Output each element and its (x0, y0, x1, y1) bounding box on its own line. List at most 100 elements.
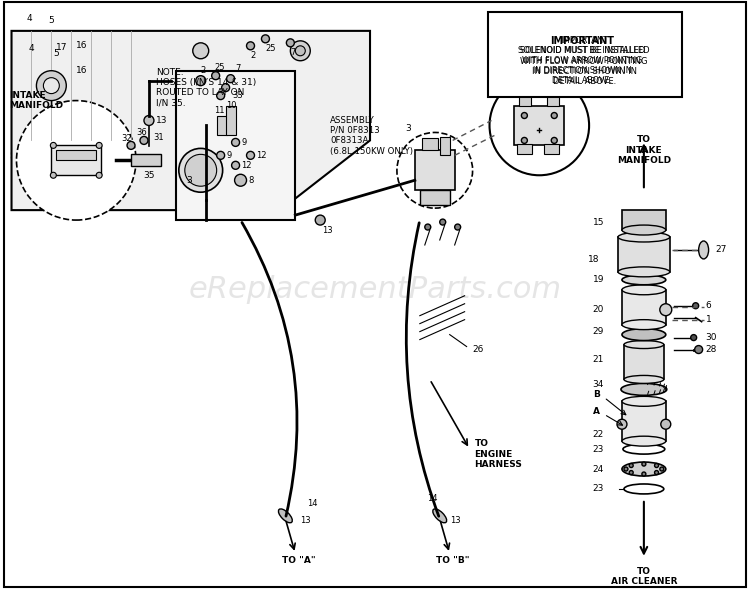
Text: 9: 9 (226, 151, 232, 160)
Text: 16: 16 (76, 41, 87, 50)
Bar (622, 401, 666, 441)
Text: 24: 24 (592, 465, 604, 473)
Circle shape (96, 173, 102, 178)
Bar (51, 145, 101, 176)
Circle shape (296, 46, 305, 56)
Text: 5: 5 (49, 17, 54, 25)
Text: 7: 7 (290, 48, 296, 57)
Text: TO
AIR CLEANER: TO AIR CLEANER (610, 567, 677, 586)
Text: 2: 2 (201, 66, 206, 75)
Text: SOLENOID MUST BE INSTALLED: SOLENOID MUST BE INSTALLED (520, 46, 645, 55)
Ellipse shape (622, 397, 666, 406)
Circle shape (660, 467, 664, 471)
Ellipse shape (699, 241, 709, 259)
Circle shape (521, 138, 527, 144)
Bar (544, 144, 560, 154)
Circle shape (222, 84, 230, 92)
Text: WITH FLOW ARROW POINTING: WITH FLOW ARROW POINTING (522, 56, 642, 65)
Text: 13: 13 (450, 517, 460, 525)
Text: 23: 23 (592, 485, 604, 493)
Ellipse shape (618, 232, 670, 242)
Text: 33: 33 (232, 91, 243, 100)
Circle shape (617, 419, 627, 429)
Circle shape (232, 138, 239, 147)
Circle shape (624, 467, 628, 471)
Text: 25: 25 (266, 44, 276, 53)
Circle shape (315, 215, 326, 225)
Text: 14: 14 (427, 495, 437, 504)
Circle shape (235, 174, 247, 186)
Bar (518, 144, 532, 154)
Text: INTAKE
MANIFOLD: INTAKE MANIFOLD (10, 91, 64, 111)
Circle shape (521, 112, 527, 119)
Text: 34: 34 (592, 380, 604, 389)
Ellipse shape (624, 484, 664, 494)
Text: 23: 23 (592, 444, 604, 454)
Text: 27: 27 (716, 245, 727, 255)
Circle shape (551, 138, 557, 144)
Ellipse shape (622, 462, 666, 476)
Bar (488, 12, 682, 96)
Ellipse shape (278, 509, 292, 523)
Circle shape (50, 173, 56, 178)
Circle shape (642, 472, 646, 476)
Ellipse shape (622, 285, 666, 295)
Circle shape (211, 72, 220, 80)
Text: B: B (592, 390, 599, 399)
Text: 4: 4 (28, 44, 34, 53)
Bar (217, 115, 226, 135)
Text: 26: 26 (472, 345, 484, 354)
Circle shape (44, 77, 59, 93)
Text: 25: 25 (214, 63, 225, 72)
Circle shape (247, 151, 254, 160)
Text: IN DIRECTION SHOWN IN: IN DIRECTION SHOWN IN (532, 66, 632, 74)
Text: TO
INTAKE
MANIFOLD: TO INTAKE MANIFOLD (616, 135, 671, 165)
Text: 35: 35 (143, 171, 154, 180)
Text: 8: 8 (248, 176, 254, 185)
Bar (176, 71, 296, 220)
Text: 12: 12 (256, 151, 267, 160)
Ellipse shape (622, 329, 666, 340)
Ellipse shape (433, 509, 447, 523)
Circle shape (693, 303, 699, 309)
Text: 10: 10 (226, 101, 236, 110)
Text: 3: 3 (405, 124, 411, 133)
Text: TO "B": TO "B" (436, 556, 470, 565)
Circle shape (629, 470, 633, 475)
Bar (548, 90, 560, 106)
Circle shape (691, 335, 697, 340)
Circle shape (178, 148, 223, 192)
Text: 32: 32 (121, 134, 132, 143)
Circle shape (454, 224, 460, 230)
Ellipse shape (618, 267, 670, 277)
Circle shape (96, 142, 102, 148)
Circle shape (290, 41, 310, 61)
Text: TO "A": TO "A" (281, 556, 315, 565)
Text: 3: 3 (186, 176, 191, 185)
Circle shape (440, 219, 446, 225)
Circle shape (629, 463, 633, 467)
Bar (514, 106, 564, 145)
Text: 29: 29 (592, 327, 604, 336)
Text: 20: 20 (592, 305, 604, 314)
Text: 17: 17 (56, 43, 68, 52)
Text: 13: 13 (322, 226, 333, 235)
Bar (420, 190, 450, 205)
Text: 4: 4 (27, 14, 32, 24)
Text: 21: 21 (592, 355, 604, 364)
Text: 36: 36 (136, 128, 147, 137)
Circle shape (16, 100, 136, 220)
Text: 31: 31 (153, 133, 164, 142)
Text: ASSEMBLY
P/N 0F8313
0F8313A
(6.8L 150KW ONLY): ASSEMBLY P/N 0F8313 0F8313A (6.8L 150KW … (330, 115, 413, 155)
Text: 7: 7 (236, 64, 241, 73)
Text: 14: 14 (308, 499, 318, 508)
Text: A: A (592, 407, 599, 416)
Circle shape (694, 346, 703, 353)
Bar (56, 150, 96, 160)
Text: 13: 13 (300, 517, 311, 525)
Circle shape (262, 35, 269, 43)
Bar (415, 150, 454, 190)
Text: IMPORTANT: IMPORTANT (550, 36, 614, 46)
Text: 19: 19 (592, 275, 604, 284)
Circle shape (661, 419, 670, 429)
